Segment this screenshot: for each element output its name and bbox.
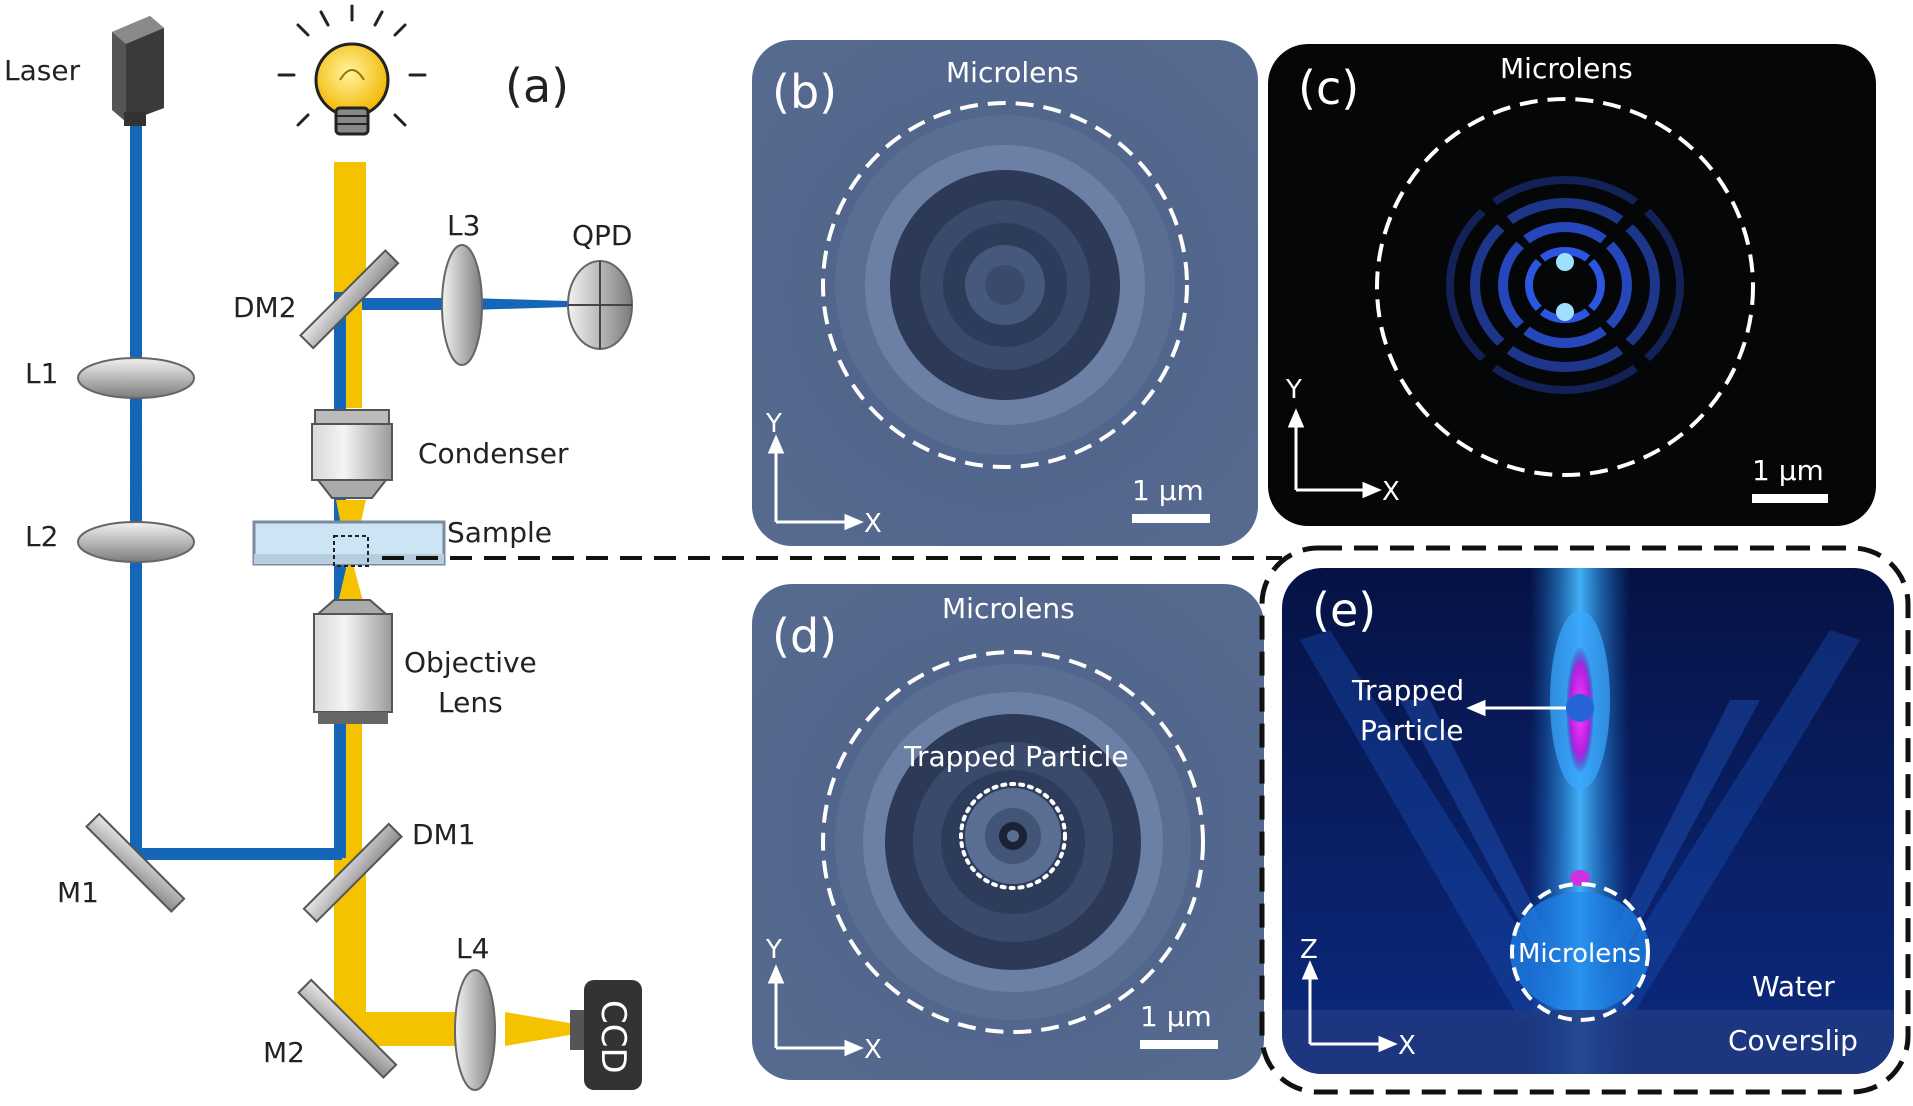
- panel-d-title: Microlens: [942, 592, 1075, 625]
- ccd-label: CCD: [593, 1000, 633, 1074]
- panel-e-tag: (e): [1312, 583, 1376, 637]
- dichroic-mirror-dm1: [302, 822, 403, 923]
- panel-c-title: Microlens: [1500, 52, 1633, 85]
- dm1-label: DM1: [412, 818, 476, 851]
- objective-label-line1: Objective: [404, 646, 537, 679]
- m2-label: M2: [263, 1036, 305, 1069]
- condenser-label: Condenser: [418, 437, 569, 470]
- illumination-beam-path: [334, 162, 575, 1046]
- mirror-m1: [85, 812, 186, 913]
- optical-setup-diagram: Laser (a) L1 L2: [4, 4, 1282, 1091]
- panel-c-scale-bar: [1752, 494, 1828, 503]
- lens-l4: [454, 969, 496, 1091]
- panel-b-scale-bar: [1132, 514, 1210, 523]
- panel-c-cross-gaps: [1470, 185, 1660, 385]
- panel-d-scale-label: 1 µm: [1140, 1000, 1212, 1033]
- panel-c-interference-pattern: [1446, 176, 1684, 394]
- panel-c-tag: (c): [1298, 61, 1359, 115]
- sample-label: Sample: [447, 516, 552, 549]
- panel-e-trapped-line1: Trapped: [1351, 674, 1464, 707]
- panel-d-tag: (d): [772, 609, 837, 663]
- panel-e-axis-z: Z: [1300, 935, 1318, 965]
- panel-c-scale-label: 1 µm: [1752, 454, 1824, 487]
- panel-d-bright-field-trapped: (d) Microlens Trapped Particle Y X 1 µm: [752, 584, 1264, 1080]
- panel-c-spot-top: [1556, 253, 1574, 271]
- panel-e-microlens-label: Microlens: [1518, 939, 1641, 969]
- panel-c-dark-field: (c) Microlens Y X 1 µm: [1268, 44, 1876, 526]
- sample-slide: [252, 520, 446, 567]
- panel-e-simulation: (e) Trapped Particle Microlens Water Cov…: [1259, 545, 1911, 1095]
- panel-e-water-label: Water: [1752, 970, 1835, 1003]
- panel-e-trapped-particle: [1566, 694, 1594, 722]
- panel-e-coverslip-label: Coverslip: [1728, 1024, 1858, 1057]
- panel-a-tag: (a): [505, 59, 569, 113]
- panel-e-axes: [1301, 960, 1398, 1053]
- panel-b-scale-label: 1 µm: [1132, 474, 1204, 507]
- panel-e-microlens-focus: [1570, 870, 1590, 886]
- m1-label: M1: [57, 876, 99, 909]
- panel-d-axes: [767, 964, 864, 1057]
- lens-l2: [77, 521, 195, 563]
- qpd-detector: [567, 260, 633, 350]
- qpd-label: QPD: [572, 219, 632, 252]
- panel-d-axis-x: X: [864, 1035, 882, 1065]
- panel-c-spot-bottom: [1556, 303, 1574, 321]
- panel-c-axis-x: X: [1382, 477, 1400, 507]
- objective-label-line2: Lens: [438, 686, 503, 719]
- l2-label: L2: [25, 520, 58, 553]
- l1-label: L1: [25, 357, 58, 390]
- panel-e-trapped-line2: Particle: [1360, 714, 1463, 747]
- panel-d-scale-bar: [1140, 1040, 1218, 1049]
- panel-e-pointer-arrow: [1466, 699, 1566, 717]
- panel-e-dashed-frame: [1259, 545, 1911, 1095]
- condenser-lens: [311, 409, 393, 499]
- objective-lens: [313, 599, 393, 724]
- panel-b-title: Microlens: [946, 56, 1079, 89]
- ccd-camera: [570, 980, 642, 1090]
- panel-c-axis-y: Y: [1285, 375, 1302, 405]
- panel-b-bright-field: (b) Microlens Y X 1 µm: [752, 40, 1258, 546]
- laser-source: [112, 16, 164, 126]
- panel-b-axis-x: X: [864, 509, 882, 539]
- panel-c-axes: [1287, 408, 1382, 499]
- dichroic-mirror-dm2: [299, 249, 400, 350]
- panel-b-tag: (b): [772, 65, 837, 119]
- laser-label: Laser: [4, 54, 81, 87]
- lens-l1: [77, 357, 195, 399]
- dm2-label: DM2: [233, 291, 297, 324]
- l4-label: L4: [456, 932, 489, 965]
- panel-b-axes: [767, 434, 864, 531]
- panel-e-axis-x: X: [1398, 1031, 1416, 1061]
- panel-d-trapped-label: Trapped Particle: [903, 740, 1129, 773]
- mirror-m2: [297, 978, 398, 1079]
- l3-label: L3: [447, 209, 480, 242]
- lens-l3: [441, 244, 483, 366]
- panel-d-axis-y: Y: [765, 935, 782, 965]
- panel-b-axis-y: Y: [765, 409, 782, 439]
- light-bulb-icon: [277, 4, 427, 136]
